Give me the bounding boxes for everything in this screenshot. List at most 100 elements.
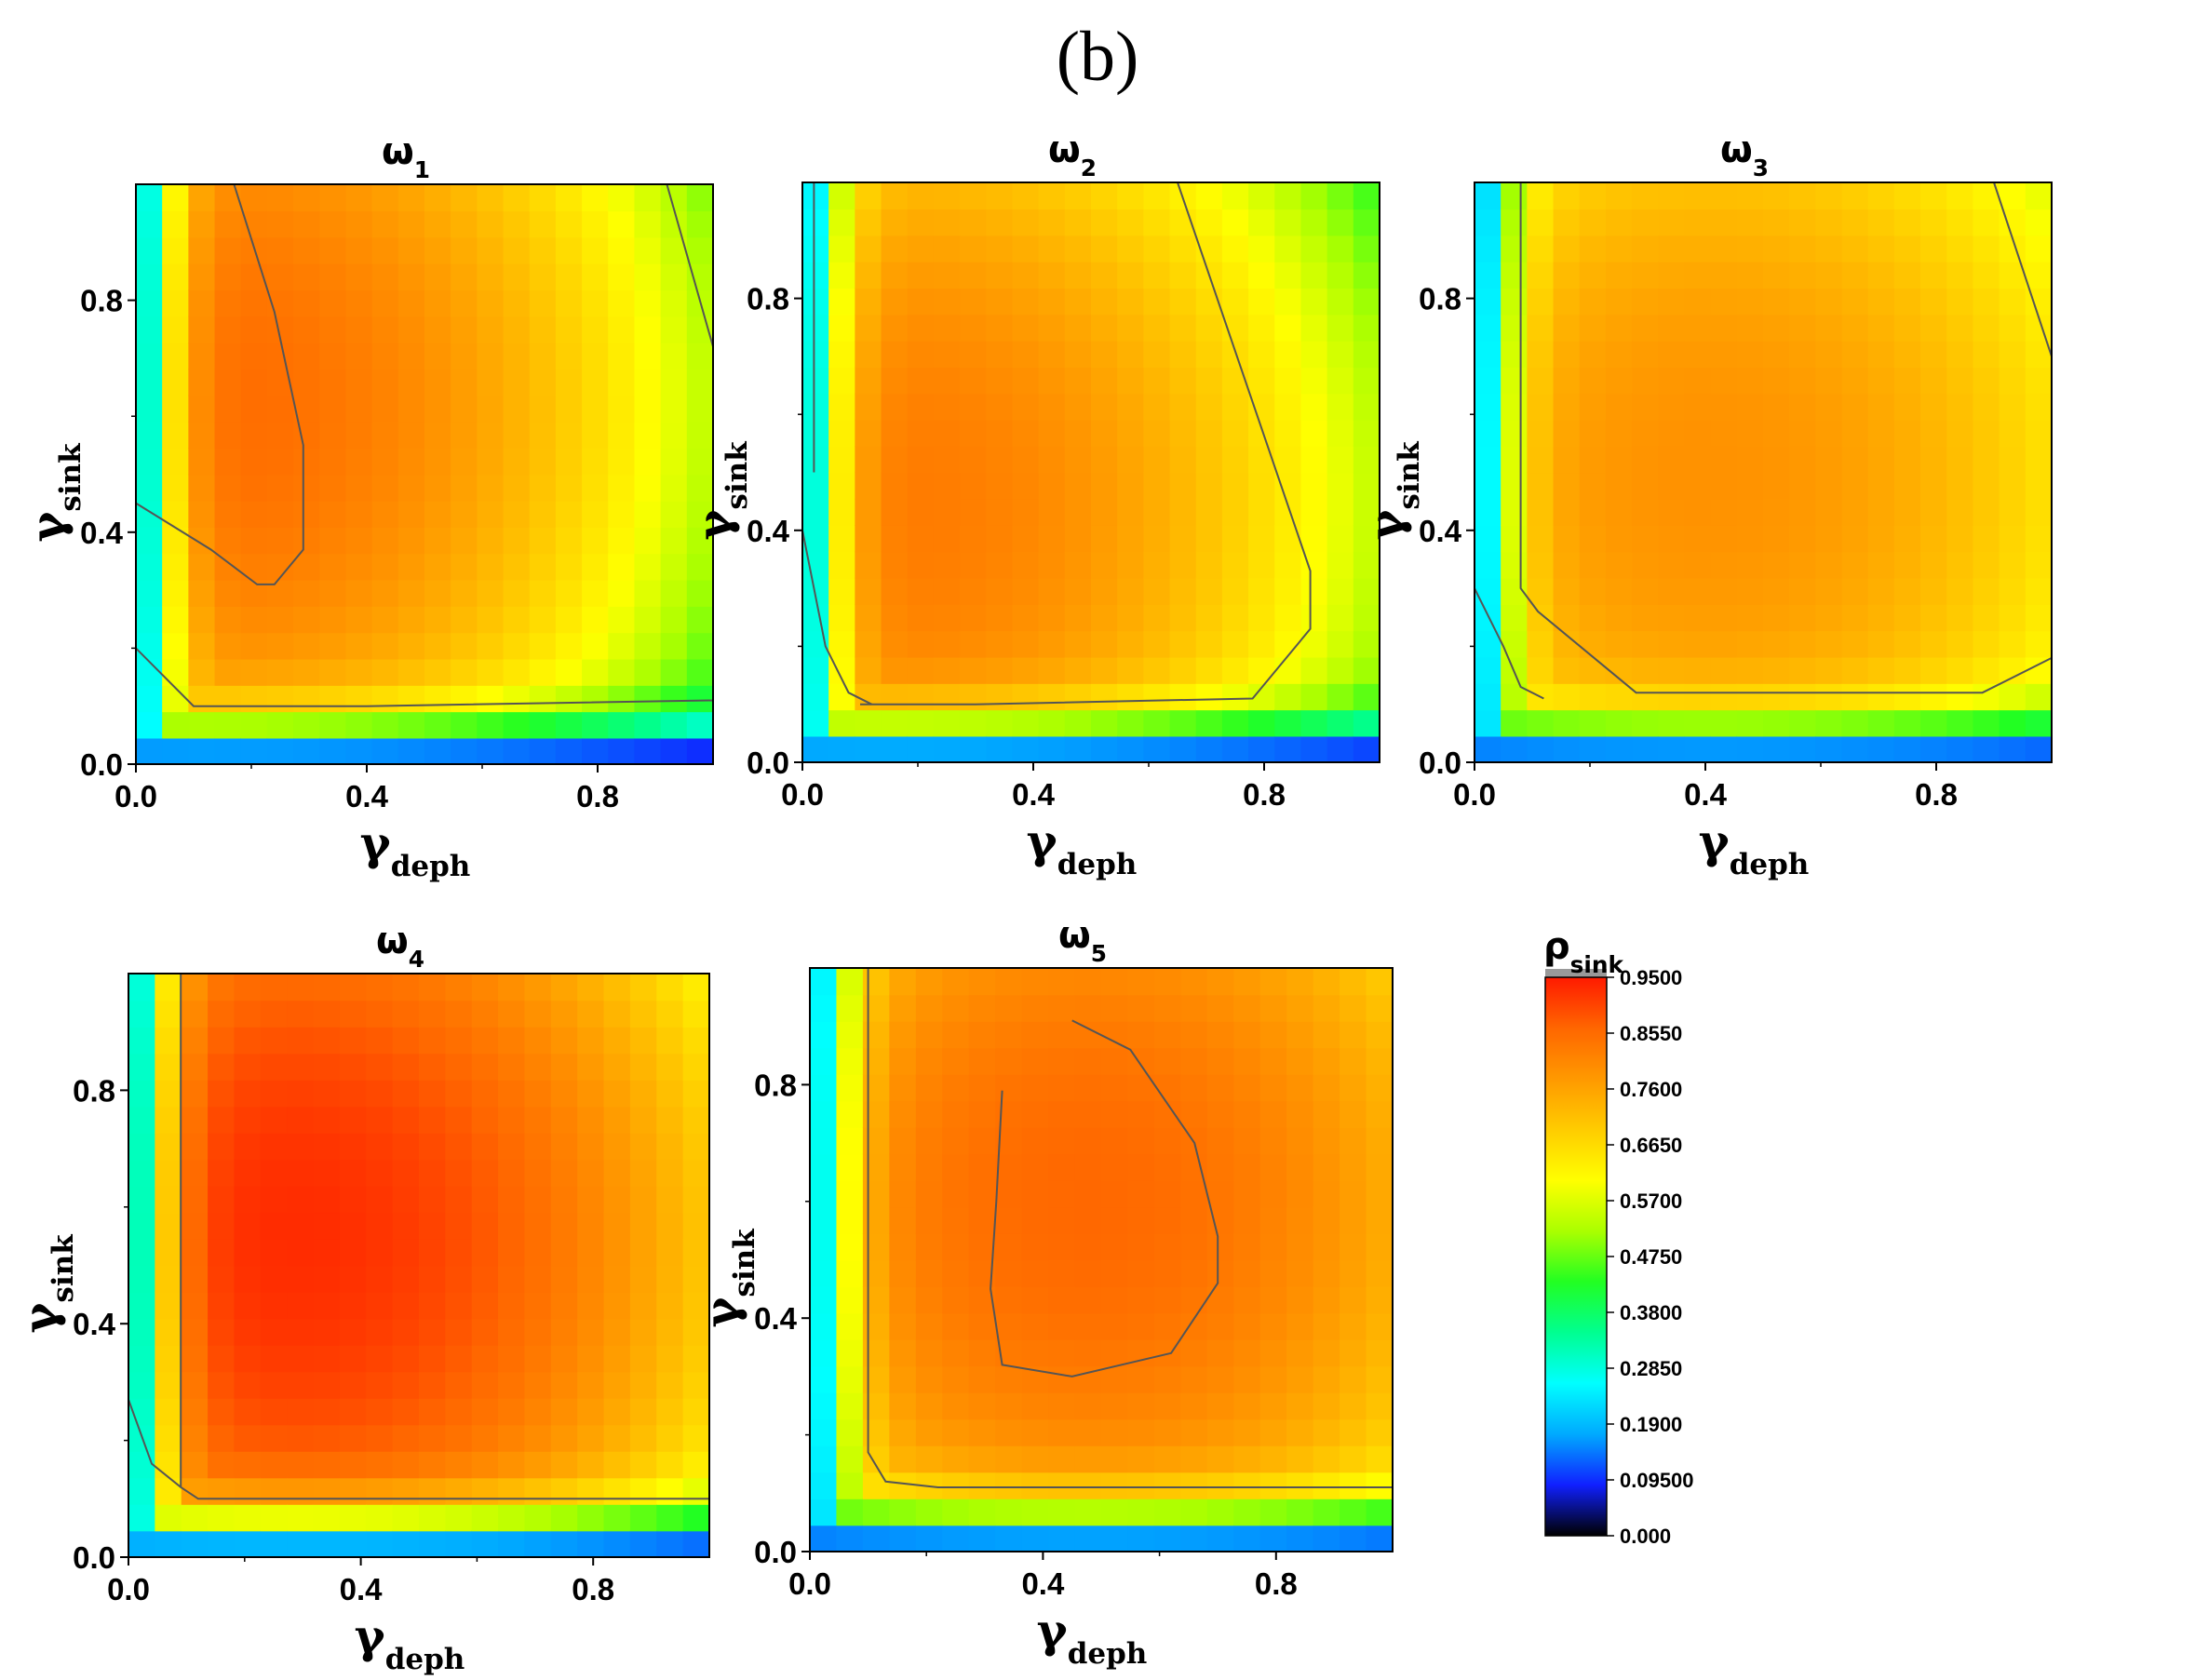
heat-cell: [366, 1053, 394, 1081]
heat-cell: [1221, 577, 1249, 605]
heat-cell: [1153, 1021, 1182, 1049]
heat-cell: [1605, 709, 1633, 737]
heat-cell: [836, 1233, 864, 1261]
heat-cell: [2025, 630, 2053, 658]
heat-cell: [319, 184, 347, 212]
colorbar-label-subscript: sink: [1570, 951, 1624, 978]
heat-cell: [1012, 340, 1040, 369]
heat-cell: [995, 1259, 1023, 1287]
heat-cell: [1789, 525, 1817, 553]
heat-cell: [1973, 630, 2000, 658]
plot-frame: [801, 181, 1380, 763]
heat-cell: [266, 711, 294, 739]
heat-cell: [1233, 1153, 1261, 1181]
heat-cell: [128, 1265, 156, 1293]
heat-cell: [1221, 735, 1249, 763]
heat-cell: [855, 525, 882, 553]
heat-cell: [1632, 235, 1660, 262]
heat-cell: [810, 1206, 838, 1234]
heat-cell: [1221, 709, 1249, 737]
heat-cell: [1736, 182, 1764, 210]
heat-cell: [1259, 1127, 1287, 1155]
heat-cell: [1841, 340, 1869, 369]
heat-cell: [1340, 1206, 1367, 1234]
heat-cell: [1143, 235, 1171, 262]
heat-cell: [1233, 1233, 1261, 1261]
heat-cell: [1326, 314, 1354, 342]
heat-cell: [555, 579, 583, 607]
heat-cell: [1841, 235, 1869, 262]
heat-cell: [582, 737, 610, 765]
heat-cell: [682, 1106, 710, 1134]
heat-cell: [555, 500, 583, 528]
heat-cell: [1286, 1418, 1314, 1446]
heat-cell: [577, 1424, 605, 1452]
heat-cell: [1127, 1127, 1155, 1155]
heat-cell: [555, 262, 583, 291]
heat-cell: [293, 369, 321, 396]
heat-cell: [1048, 1233, 1076, 1261]
heat-cell: [915, 1127, 944, 1155]
heat-cell: [477, 395, 505, 423]
heat-cell: [660, 448, 688, 476]
heat-cell: [1206, 1100, 1235, 1128]
heat-cell: [1893, 208, 1921, 236]
heat-cell: [1248, 525, 1276, 553]
heat-cell: [555, 421, 583, 449]
heat-cell: [1353, 367, 1380, 395]
heat-cell: [1815, 208, 1843, 236]
heat-cell: [603, 1106, 631, 1134]
heat-cell: [907, 446, 935, 474]
heat-cell: [907, 235, 935, 262]
heat-cell: [1274, 656, 1302, 684]
heat-cell: [266, 658, 294, 686]
heat-cell: [577, 1318, 605, 1346]
heat-cell: [1999, 288, 2027, 316]
heat-cell: [862, 1206, 891, 1234]
heat-cell: [1841, 182, 1869, 210]
heat-cell: [503, 527, 531, 555]
heat-cell: [1340, 1127, 1367, 1155]
heat-cell: [933, 340, 961, 369]
heat-cell: [915, 1206, 944, 1234]
heat-cell: [477, 262, 505, 291]
x-axis-label-subscript: deph: [1057, 848, 1138, 881]
heat-cell: [366, 1265, 394, 1293]
plot-frame: [135, 183, 714, 765]
heat-cell: [1605, 551, 1633, 579]
heat-cell: [397, 711, 425, 739]
heat-cell: [802, 683, 829, 711]
heat-cell: [855, 367, 882, 395]
heat-cell: [1684, 472, 1712, 500]
heat-cell: [188, 579, 216, 607]
heat-cell: [1475, 683, 1501, 711]
heat-cell: [1946, 472, 1974, 500]
heat-cell: [471, 1530, 499, 1558]
heat-cell: [419, 1106, 447, 1134]
heat-cell: [287, 1265, 315, 1293]
heat-cell: [529, 262, 557, 291]
heat-cell: [366, 974, 394, 1001]
heat-cell: [1366, 1392, 1394, 1420]
heat-cell: [828, 577, 856, 605]
heat-cell: [603, 1477, 631, 1505]
heat-cell: [1841, 577, 1869, 605]
heat-cell: [371, 527, 399, 555]
heat-cell: [1527, 446, 1555, 474]
heat-cell: [529, 395, 557, 423]
heat-cell: [498, 1398, 526, 1426]
heat-cell: [995, 1206, 1023, 1234]
heat-cell: [188, 553, 216, 581]
heat-cell: [1064, 472, 1092, 500]
heat-cell: [682, 1318, 710, 1346]
heat-cell: [1867, 340, 1895, 369]
y-axis-label-base: γ: [1358, 509, 1413, 541]
heat-cell: [1313, 1047, 1340, 1075]
heat-cell: [293, 579, 321, 607]
heat-cell: [287, 1504, 315, 1532]
heat-cell: [451, 289, 478, 317]
heat-cell: [1038, 340, 1066, 369]
heat-cell: [529, 606, 557, 634]
heat-cell: [136, 474, 163, 502]
